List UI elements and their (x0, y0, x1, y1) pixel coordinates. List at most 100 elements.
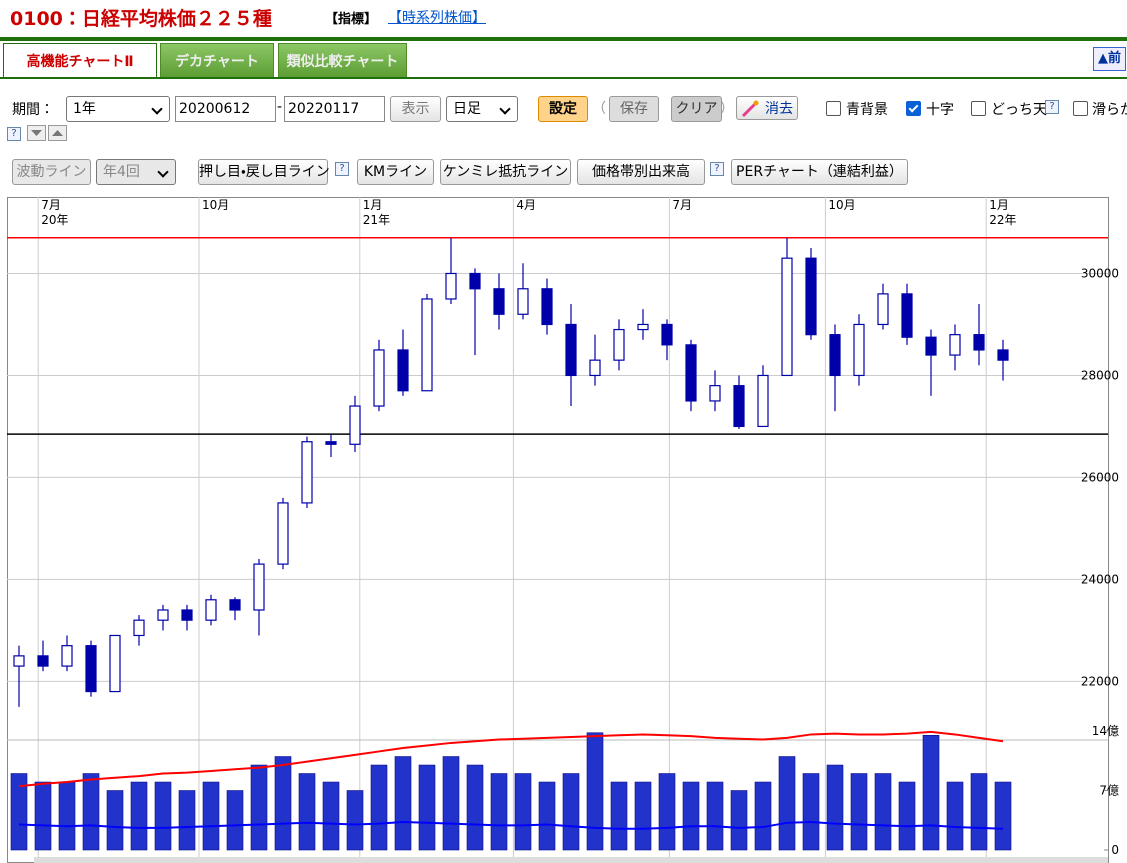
erase-button[interactable]: 消去 (736, 96, 798, 120)
help-icon[interactable]: ? (1045, 100, 1059, 114)
candle-body (997, 349, 1009, 361)
erase-label: 消去 (765, 101, 793, 117)
volume-bar (874, 773, 892, 851)
tool-button[interactable]: KMライン (357, 159, 434, 185)
candle-body (949, 334, 961, 356)
volume-tick-label: 0 (1111, 843, 1119, 857)
volume-bar (994, 781, 1012, 851)
volume-bar (586, 732, 604, 851)
pen-icon (741, 100, 759, 118)
candle-body (61, 645, 73, 667)
volume-bar (154, 781, 172, 851)
from-input[interactable]: 20200612 (175, 96, 276, 122)
candle-body (493, 288, 505, 315)
candle-body (349, 405, 361, 445)
candle-body (709, 385, 721, 402)
candle-body (37, 655, 49, 667)
to-input[interactable]: 20220117 (284, 96, 385, 122)
volume-bar (394, 756, 412, 851)
candle-body (301, 441, 313, 504)
page-title: 0100：日経平均株価２２５種 (10, 8, 272, 30)
help-icon[interactable]: ? (710, 162, 724, 176)
volume-bar (946, 781, 964, 851)
candle-body (565, 323, 577, 377)
volume-bar (634, 781, 652, 851)
collapse-icons[interactable] (27, 125, 69, 142)
help-icon[interactable]: ? (335, 162, 349, 176)
volume-bar (850, 773, 868, 851)
checkbox[interactable] (1073, 101, 1088, 116)
candle-body (973, 334, 985, 351)
volume-bar (226, 790, 244, 851)
volume-bar (418, 764, 436, 851)
scrollbar[interactable] (34, 857, 1108, 863)
tool-select[interactable]: 年4回 (96, 159, 176, 185)
volume-bar (274, 756, 292, 851)
x-tick-label: 7月 (672, 198, 692, 212)
candle-body (229, 599, 241, 611)
y-tick-label: 24000 (1081, 572, 1119, 586)
volume-bar (106, 790, 124, 851)
x-tick-year: 21年 (363, 213, 390, 227)
series-link[interactable]: 【時系列株価】 (388, 10, 486, 26)
period-select[interactable]: 1年 (66, 96, 170, 122)
volume-bar (34, 781, 52, 851)
dash: - (277, 99, 283, 115)
candle-body (901, 293, 913, 338)
x-tick-year: 20年 (41, 213, 68, 227)
candle-body (925, 336, 937, 356)
candle-body (469, 272, 481, 290)
clear-button[interactable]: クリア (671, 96, 722, 122)
tool-button[interactable]: ケンミレ抵抗ライン (440, 159, 571, 185)
show-button[interactable]: 表示 (390, 96, 441, 122)
volume-bar (514, 773, 532, 851)
checkbox[interactable] (906, 101, 921, 116)
candle-body (85, 645, 97, 693)
candle-body (13, 655, 25, 667)
volume-average (18, 730, 1004, 788)
y-tick-label: 30000 (1081, 266, 1119, 280)
volume-bar (322, 781, 340, 851)
volume-bar (610, 781, 628, 851)
prev-button[interactable]: ▲前 (1093, 47, 1126, 71)
volume-bar (298, 773, 316, 851)
volume-bar (10, 773, 28, 851)
y-tick-label: 28000 (1081, 368, 1119, 382)
x-tick-label: 4月 (516, 198, 536, 212)
tool-button[interactable]: 押し目・戻し目ライン (198, 159, 330, 185)
volume-bar (490, 773, 508, 851)
volume-bar (58, 781, 76, 851)
candle-body (829, 334, 841, 377)
candle-body (205, 599, 217, 621)
volume-average (18, 820, 1004, 830)
settings-button[interactable]: 設定 (538, 96, 588, 122)
volume-bar (130, 781, 148, 851)
candle-body (421, 298, 433, 392)
candle-body (397, 349, 409, 392)
candle-body (661, 323, 673, 346)
checkbox-label: 青背景 (846, 102, 888, 118)
tool-button[interactable]: PERチャート（連結利益） (731, 159, 908, 185)
tab[interactable]: 高機能チャートⅡ (3, 43, 157, 79)
tab[interactable]: 類似比較チャート (278, 43, 407, 78)
tool-button[interactable]: 価格帯別出来高 (577, 159, 705, 185)
volume-bar (250, 764, 268, 851)
checkbox[interactable] (826, 101, 841, 116)
volume-bar (730, 790, 748, 851)
volume-bar (826, 764, 844, 851)
candle-body (181, 609, 193, 621)
save-button[interactable]: 保存 (609, 96, 659, 122)
candle-body (109, 634, 121, 693)
interval-select[interactable]: 日足 (446, 96, 518, 122)
candle-body (325, 441, 337, 445)
help-icon[interactable]: ? (7, 127, 21, 141)
checkbox[interactable] (971, 101, 986, 116)
checkbox-label: 滑らか (1092, 102, 1127, 118)
tab[interactable]: デカチャート (160, 43, 274, 78)
plot-frame (7, 197, 1109, 863)
candle-body (277, 502, 289, 565)
candle-body (781, 257, 793, 377)
tool-button[interactable]: 波動ライン (12, 159, 91, 185)
volume-bar (442, 756, 460, 851)
